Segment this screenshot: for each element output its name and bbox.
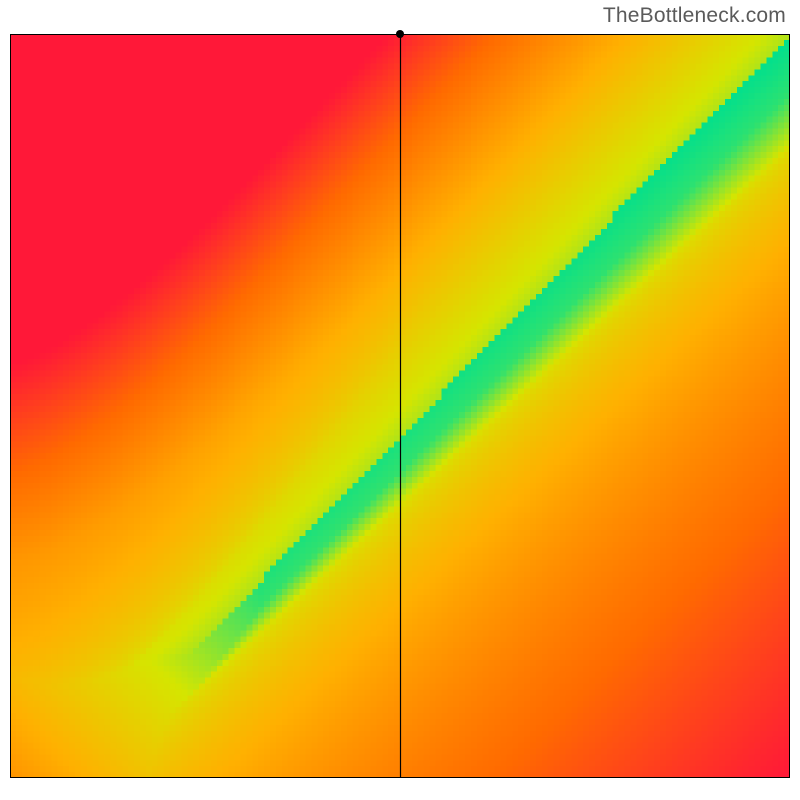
attribution-label: TheBottleneck.com — [603, 4, 786, 28]
heatmap-plot — [10, 34, 790, 778]
chart-container: TheBottleneck.com — [0, 0, 800, 800]
marker-dot — [396, 30, 404, 38]
overlay-canvas — [10, 34, 790, 778]
